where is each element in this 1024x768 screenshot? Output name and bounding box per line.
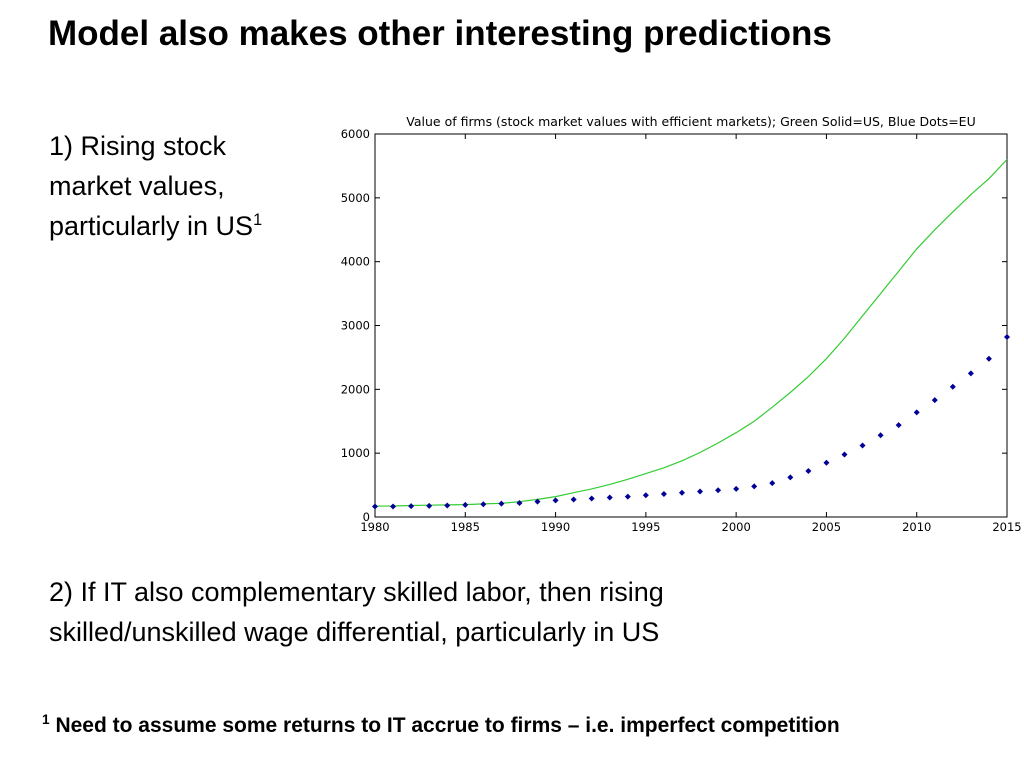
point-2: 2) If IT also complementary skilled labo… (49, 572, 664, 652)
series-point-eu (678, 489, 685, 496)
point-1-line-3: particularly in US1 (49, 206, 262, 246)
series-point-eu (985, 355, 992, 362)
slide-title: Model also makes other interesting predi… (48, 14, 832, 53)
chart-title: Value of firms (stock market values with… (406, 114, 975, 129)
series-point-eu (426, 502, 433, 509)
series-point-eu (372, 503, 378, 510)
series-point-eu (570, 496, 577, 503)
series-point-eu (859, 442, 866, 449)
series-point-eu (480, 501, 487, 508)
x-tick-label: 2010 (902, 520, 931, 534)
series-point-eu (462, 501, 469, 508)
point-1-line-1: 1) Rising stock (49, 131, 227, 161)
plot-frame (374, 133, 1008, 518)
x-tick-label: 2015 (992, 520, 1021, 534)
point-1-line-3-text: particularly in US (49, 211, 254, 241)
x-tick-label: 2005 (812, 520, 841, 534)
series-point-eu (931, 397, 938, 404)
series-point-eu (552, 497, 559, 504)
series-point-eu (1004, 333, 1010, 340)
series-point-eu (913, 409, 920, 416)
y-tick-label: 2000 (341, 382, 370, 396)
y-tick-label: 3000 (341, 319, 370, 333)
y-tick-label: 4000 (341, 255, 370, 269)
series-point-eu (408, 503, 415, 510)
series-point-eu (390, 503, 397, 510)
series-point-eu (805, 468, 812, 475)
series-point-eu (949, 383, 956, 390)
series-point-eu (823, 459, 830, 466)
stock-value-chart: Value of firms (stock market values with… (341, 114, 1022, 534)
series-point-eu (967, 370, 974, 377)
y-tick-label: 5000 (341, 191, 370, 205)
footnote-marker: 1 (253, 211, 263, 229)
point-1-line-2: market values, (49, 171, 225, 201)
series-point-eu (733, 485, 740, 492)
y-tick-label: 0 (363, 510, 370, 524)
series-line-us (374, 159, 1008, 507)
footnote: 1 Need to assume some returns to IT accr… (42, 712, 840, 738)
series-point-eu (751, 483, 758, 490)
series-point-eu (588, 495, 595, 502)
series-point-eu (841, 451, 848, 458)
x-tick-label: 1990 (541, 520, 570, 534)
y-tick-label: 6000 (341, 127, 370, 141)
series-point-eu (642, 492, 649, 499)
series-point-eu (715, 487, 722, 494)
point-2-line-2: skilled/unskilled wage differential, par… (49, 617, 660, 647)
series-point-eu (516, 499, 523, 506)
series-point-eu (697, 488, 704, 495)
x-tick-label: 1995 (631, 520, 660, 534)
series-point-eu (498, 500, 505, 507)
series-point-eu (660, 491, 667, 498)
series-point-eu (534, 498, 541, 505)
x-tick-label: 1985 (451, 520, 480, 534)
series-point-eu (444, 502, 451, 509)
series-point-eu (624, 493, 631, 500)
point-2-line-1: 2) If IT also complementary skilled labo… (49, 577, 664, 607)
series-point-eu (606, 494, 613, 501)
series-point-eu (769, 480, 776, 487)
series-point-eu (877, 432, 884, 439)
footnote-number: 1 (42, 712, 50, 727)
series-point-eu (787, 474, 794, 481)
footnote-text: Need to assume some returns to IT accrue… (55, 714, 840, 737)
x-tick-label: 1980 (360, 520, 389, 534)
series-point-eu (895, 422, 902, 429)
x-tick-label: 2000 (722, 520, 751, 534)
y-tick-label: 1000 (341, 446, 370, 460)
point-1: 1) Rising stock market values, particula… (49, 126, 262, 246)
